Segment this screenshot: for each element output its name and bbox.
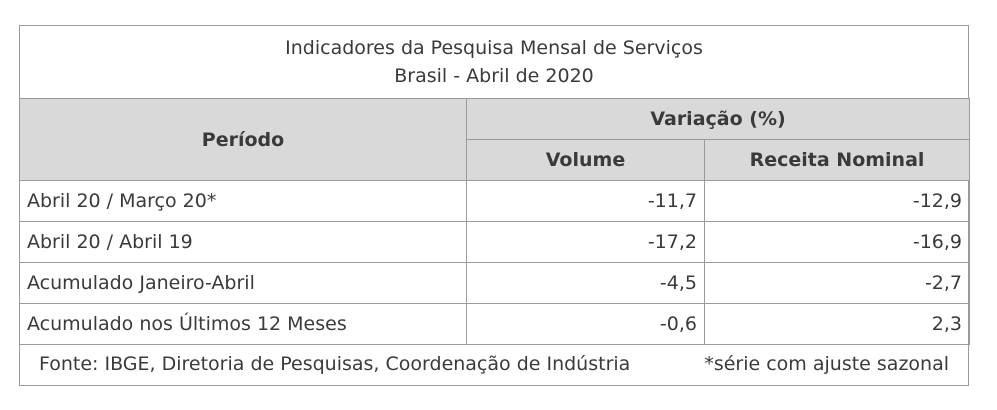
indicators-table: Período Variação (%) Volume Receita Nomi… bbox=[19, 98, 971, 345]
table-row: Acumulado nos Últimos 12 Meses -0,6 2,3 bbox=[19, 303, 971, 345]
row-period: Abril 20 / Março 20* bbox=[19, 180, 467, 222]
row-volume: -4,5 bbox=[466, 262, 705, 304]
header-variation: Variação (%) bbox=[465, 98, 971, 140]
row-revenue: -2,7 bbox=[703, 262, 971, 304]
title-line-2: Brasil - Abril de 2020 bbox=[394, 65, 594, 87]
row-revenue: -16,9 bbox=[703, 221, 971, 263]
indicators-table-frame: Indicadores da Pesquisa Mensal de Serviç… bbox=[19, 25, 971, 386]
table-row: Abril 20 / Abril 19 -17,2 -16,9 bbox=[19, 221, 971, 263]
table-row: Acumulado Janeiro-Abril -4,5 -2,7 bbox=[19, 262, 971, 304]
seasonal-adjustment-note: *série com ajuste sazonal bbox=[704, 353, 949, 375]
header-period: Período bbox=[19, 98, 467, 181]
row-revenue: 2,3 bbox=[703, 303, 971, 345]
header-volume: Volume bbox=[466, 139, 705, 181]
table-footer: Fonte: IBGE, Diretoria de Pesquisas, Coo… bbox=[20, 344, 968, 386]
header-revenue: Receita Nominal bbox=[703, 139, 971, 181]
row-period: Acumulado nos Últimos 12 Meses bbox=[19, 303, 467, 345]
row-period: Abril 20 / Abril 19 bbox=[19, 221, 467, 263]
title-line-1: Indicadores da Pesquisa Mensal de Serviç… bbox=[285, 37, 703, 59]
table-row: Abril 20 / Março 20* -11,7 -12,9 bbox=[19, 180, 971, 222]
row-revenue: -12,9 bbox=[703, 180, 971, 222]
row-volume: -0,6 bbox=[466, 303, 705, 345]
row-period: Acumulado Janeiro-Abril bbox=[19, 262, 467, 304]
table-title: Indicadores da Pesquisa Mensal de Serviç… bbox=[20, 26, 968, 99]
row-volume: -17,2 bbox=[466, 221, 705, 263]
row-volume: -11,7 bbox=[466, 180, 705, 222]
source-note: Fonte: IBGE, Diretoria de Pesquisas, Coo… bbox=[39, 353, 631, 375]
